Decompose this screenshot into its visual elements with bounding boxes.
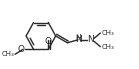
Text: O: O xyxy=(17,45,24,54)
Text: CH₃: CH₃ xyxy=(101,30,114,36)
Text: O: O xyxy=(45,37,52,46)
Text: N: N xyxy=(87,35,94,44)
Text: CH₃: CH₃ xyxy=(101,44,114,50)
Text: H: H xyxy=(75,34,81,43)
Text: N: N xyxy=(75,35,81,44)
Text: CH₃: CH₃ xyxy=(2,51,15,57)
